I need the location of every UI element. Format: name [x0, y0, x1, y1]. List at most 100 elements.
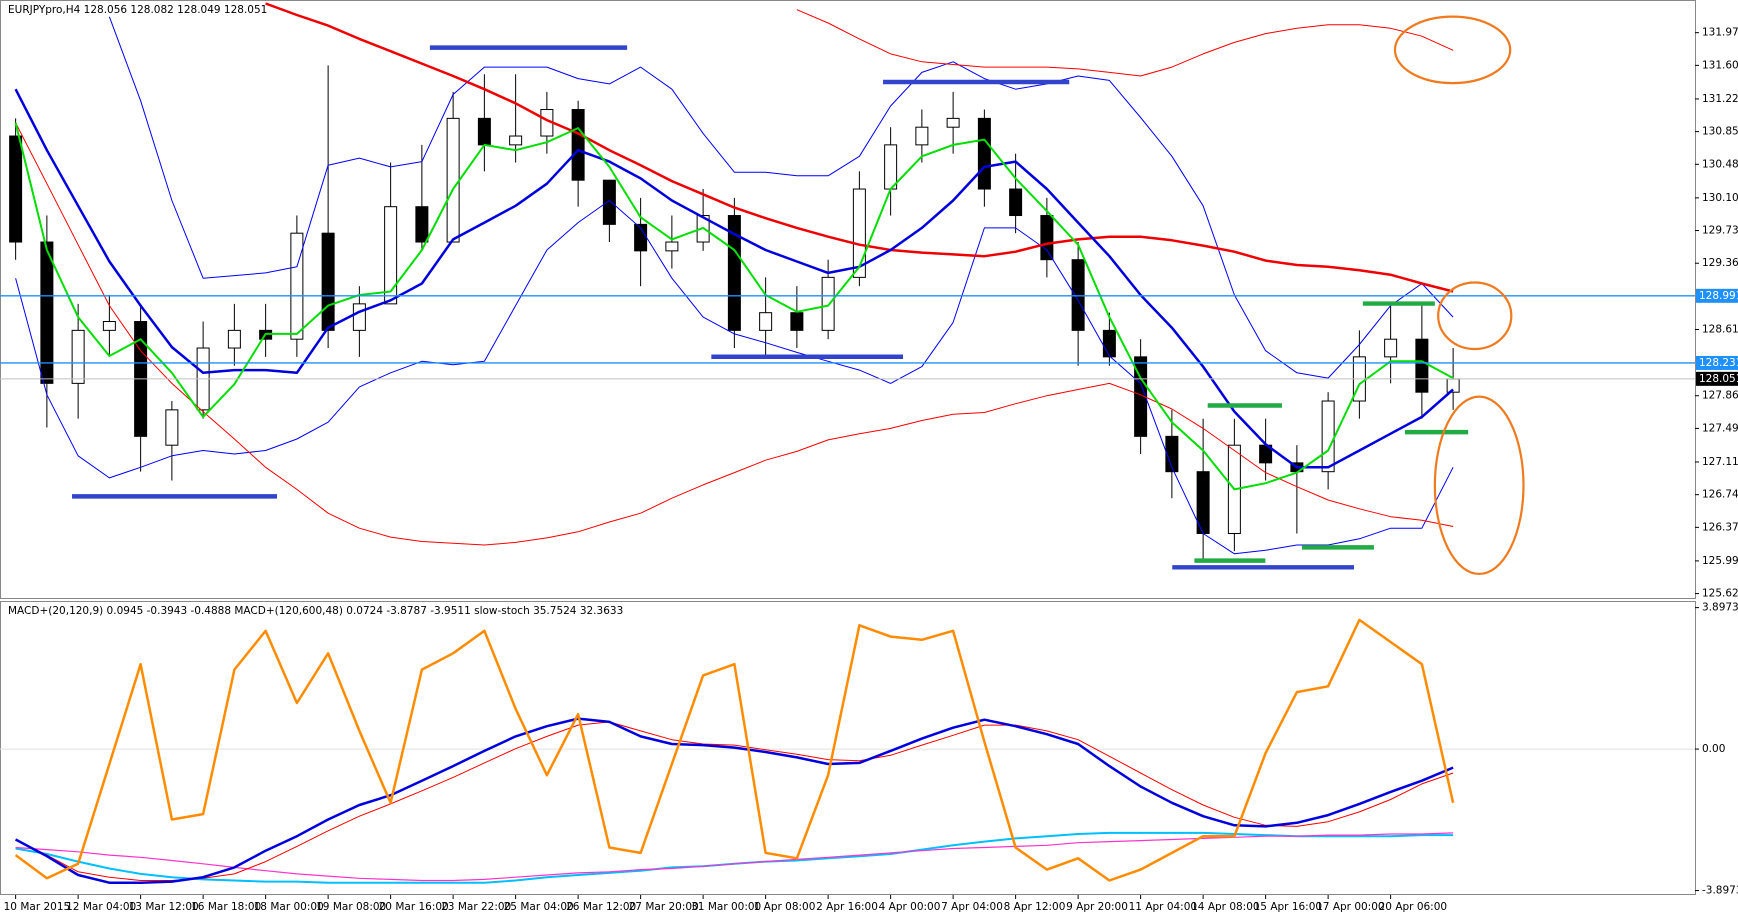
candle-body [227, 329, 241, 349]
candle-body [1165, 435, 1179, 473]
level-label: 128.991 [1699, 290, 1738, 302]
x-tick-label: 11 Apr 04:00 [1129, 901, 1197, 913]
indicator-panel [0, 601, 1696, 895]
x-tick-label: 14 Apr 08:00 [1191, 901, 1259, 913]
last-price-box [1696, 371, 1738, 386]
level-box [1696, 288, 1738, 303]
y-tick-label: 129.360 [1702, 257, 1738, 269]
y-tick-label: 127.860 [1702, 390, 1738, 402]
x-tick-label: 16 Mar 18:00 [191, 901, 261, 913]
candle-body [1102, 329, 1116, 358]
highlight-ellipse [1437, 281, 1513, 351]
y-tick-label: 131.970 [1702, 27, 1738, 39]
candle-body [1134, 356, 1148, 437]
candle-body [665, 241, 679, 252]
last-price-label: 128.051 [1699, 373, 1738, 385]
candle-body [946, 117, 960, 128]
chart-title: EURJPYpro,H4 128.056 128.082 128.049 128… [8, 4, 267, 16]
candle-body [165, 409, 179, 446]
plot-area [0, 618, 1695, 884]
y-tick-label: 3.8973 [1702, 602, 1738, 614]
y-tick-label: -3.8973 [1702, 885, 1738, 897]
candle-body [821, 276, 835, 331]
indicator-line [15, 832, 1454, 882]
x-tick-label: 12 Mar 04:00 [66, 901, 136, 913]
candle-body [977, 117, 991, 190]
indicator-line [15, 122, 1454, 546]
candle-body [884, 144, 898, 190]
indicator-line [15, 721, 1454, 881]
y-tick-label: 0.00 [1702, 743, 1725, 755]
x-tick-label: 25 Mar 04:00 [504, 901, 574, 913]
candle-body [1384, 338, 1398, 358]
y-tick-label: 125.620 [1702, 588, 1738, 600]
candle-body [321, 232, 335, 331]
candle-body [290, 232, 304, 340]
indicator-line [265, 2, 1454, 293]
x-tick-label: 4 Apr 00:00 [879, 901, 941, 913]
x-tick-label: 26 Mar 12:00 [566, 901, 636, 913]
x-tick-label: 23 Mar 22:00 [441, 901, 511, 913]
y-tick-label: 125.990 [1702, 555, 1738, 567]
indicator-line [15, 200, 1454, 555]
x-tick-label: 18 Mar 00:00 [254, 901, 324, 913]
x-tick-label: 13 Mar 12:00 [129, 901, 199, 913]
candle-body [1040, 215, 1054, 261]
candle-body [446, 117, 460, 243]
x-tick-label: 8 Apr 12:00 [1004, 901, 1066, 913]
candle-body [71, 329, 85, 384]
highlight-ellipses [1393, 15, 1525, 576]
indicator-line [14, 618, 1455, 882]
y-tick-label: 130.850 [1702, 126, 1738, 138]
candle-body [790, 312, 804, 331]
y-tick-label: 127.110 [1702, 456, 1738, 468]
candle-body [9, 135, 23, 243]
x-tick-label: 27 Mar 20:00 [629, 901, 699, 913]
x-tick-label: 31 Mar 00:00 [691, 901, 761, 913]
candle-body [852, 188, 866, 278]
highlight-ellipse [1393, 15, 1512, 85]
blue-level-marks [72, 45, 1354, 570]
indicator-line [108, 16, 1454, 379]
candle-body [1071, 259, 1085, 331]
y-tick-label: 126.740 [1702, 489, 1738, 501]
candle-body [727, 215, 741, 331]
candle-body [40, 241, 54, 384]
annotations [72, 15, 1525, 576]
plot-area [9, 2, 1460, 561]
indicator-line [15, 717, 1454, 884]
y-tick-label: 130.100 [1702, 192, 1738, 204]
green-level-marks [1194, 301, 1469, 563]
x-tick-label: 2 Apr 16:00 [816, 901, 878, 913]
candle-body [509, 135, 523, 146]
highlight-ellipse [1433, 395, 1525, 576]
y-tick-label: 128.610 [1702, 323, 1738, 335]
x-tick-label: 1 Apr 08:00 [754, 901, 816, 913]
indicator-title: MACD+(20,120,9) 0.0945 -0.3943 -0.4888 M… [8, 605, 623, 617]
candle-body [352, 303, 366, 331]
indicator-line [796, 9, 1454, 77]
level-box [1696, 355, 1738, 370]
x-tick-label: 17 Apr 00:00 [1316, 901, 1384, 913]
x-tick-label: 19 Mar 08:00 [316, 901, 386, 913]
y-tick-label: 131.220 [1702, 93, 1738, 105]
candle-body [477, 117, 491, 146]
candle-body [571, 109, 585, 181]
candle-body [1415, 338, 1429, 393]
x-tick-label: 20 Mar 16:00 [379, 901, 449, 913]
indicator-line [14, 122, 1454, 491]
y-tick-label: 127.490 [1702, 422, 1738, 434]
main-panel [0, 0, 1696, 599]
candle-body [1321, 400, 1335, 473]
x-tick-label: 10 Mar 2015 [4, 901, 71, 913]
x-tick-label: 20 Apr 06:00 [1379, 901, 1447, 913]
x-tick-label: 7 Apr 04:00 [941, 901, 1003, 913]
candle-body [1009, 188, 1023, 217]
candle-body [415, 206, 429, 243]
y-tick-label: 129.730 [1702, 225, 1738, 237]
candle-body [102, 321, 116, 331]
y-tick-label: 131.600 [1702, 59, 1738, 71]
